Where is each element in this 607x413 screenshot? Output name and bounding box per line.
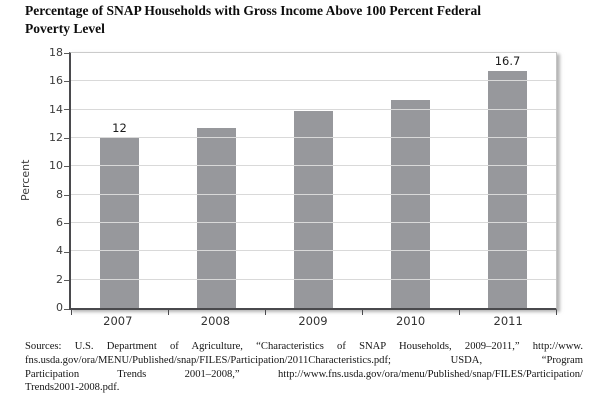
y-tick-mark-10 (64, 166, 70, 168)
gridline-6 (71, 222, 556, 223)
gridline-12 (71, 137, 556, 138)
x-tick-label-2009: 2009 (298, 314, 328, 328)
bar-value-label-2007: 12 (112, 121, 127, 135)
bar-2008 (197, 128, 236, 308)
x-axis-tick-labels: 2007 2008 2009 2010 2011 (69, 314, 557, 328)
y-axis-tick-labels: 0 2 4 6 8 10 12 14 16 18 (0, 46, 63, 314)
x-tick-label-2007: 2007 (103, 314, 133, 328)
y-tick-label-2: 2 (56, 272, 63, 286)
y-tick-mark-16 (64, 80, 70, 82)
y-tick-label-6: 6 (56, 215, 63, 229)
y-tick-label-10: 10 (49, 159, 63, 173)
y-tick-mark-0 (64, 308, 70, 310)
x-tick-label-2010: 2010 (395, 314, 426, 328)
y-tick-mark-4 (64, 251, 70, 253)
x-tick-mark-0 (70, 310, 72, 315)
y-tick-mark-14 (64, 109, 70, 111)
y-tick-label-4: 4 (56, 244, 63, 258)
bar-2011: 16.7 (488, 54, 527, 308)
x-tick-label-2011: 2011 (493, 314, 523, 328)
plot-area: 12 16.7 (69, 52, 557, 315)
chart-title-line-1: Percentage of SNAP Households with Gross… (25, 3, 481, 18)
x-tick-mark-2 (264, 310, 266, 315)
y-tick-label-16: 16 (49, 74, 63, 88)
y-tick-mark-18 (64, 52, 70, 54)
x-tick-mark-5 (555, 310, 557, 315)
y-tick-mark-12 (64, 137, 70, 139)
gridline-4 (71, 250, 556, 252)
bar-slot-2009 (265, 53, 362, 308)
gridline-16 (71, 80, 556, 82)
gridline-14 (71, 108, 556, 110)
sources-line-4: Trends2001-2008.pdf. (25, 382, 120, 394)
y-axis-tick-marks (64, 52, 70, 310)
bar-slot-2008 (168, 53, 265, 308)
bar-value-label-2011: 16.7 (494, 54, 521, 69)
gridline-10 (71, 165, 556, 167)
chart-title: Percentage of SNAP Households with Gross… (25, 2, 577, 37)
y-tick-mark-2 (64, 280, 70, 282)
bar-2010 (391, 99, 430, 308)
sources-note: Sources: U.S. Department of Agriculture,… (25, 340, 583, 395)
bar-slot-2010 (362, 53, 459, 308)
y-tick-label-8: 8 (56, 187, 63, 201)
bar-series: 12 16.7 (71, 53, 556, 308)
sources-line-1: Sources: U.S. Department of Agriculture,… (25, 341, 583, 352)
bar-2007: 12 (100, 121, 139, 308)
x-tick-mark-1 (167, 310, 169, 315)
y-tick-label-14: 14 (49, 102, 63, 116)
gridline-8 (71, 193, 556, 195)
x-tick-mark-3 (361, 310, 363, 315)
bar-slot-2007: 12 (71, 53, 168, 308)
gridline-2 (71, 278, 556, 280)
sources-line-2: fns.usda.gov/ora/MENU/Published/snap/FIL… (25, 354, 583, 366)
y-tick-mark-6 (64, 223, 70, 225)
bar-slot-2011: 16.7 (459, 53, 556, 308)
y-tick-label-0: 0 (56, 301, 63, 314)
y-tick-label-12: 12 (49, 130, 63, 144)
bar-2009 (294, 111, 333, 308)
x-tick-label-2008: 2008 (200, 314, 231, 328)
x-tick-mark-4 (458, 310, 460, 315)
chart-title-line-2: Poverty Level (25, 20, 105, 36)
y-tick-mark-8 (64, 194, 70, 196)
y-tick-label-18: 18 (49, 46, 63, 59)
sources-line-3: Participation Trends 2001–2008,” http://… (25, 368, 583, 380)
